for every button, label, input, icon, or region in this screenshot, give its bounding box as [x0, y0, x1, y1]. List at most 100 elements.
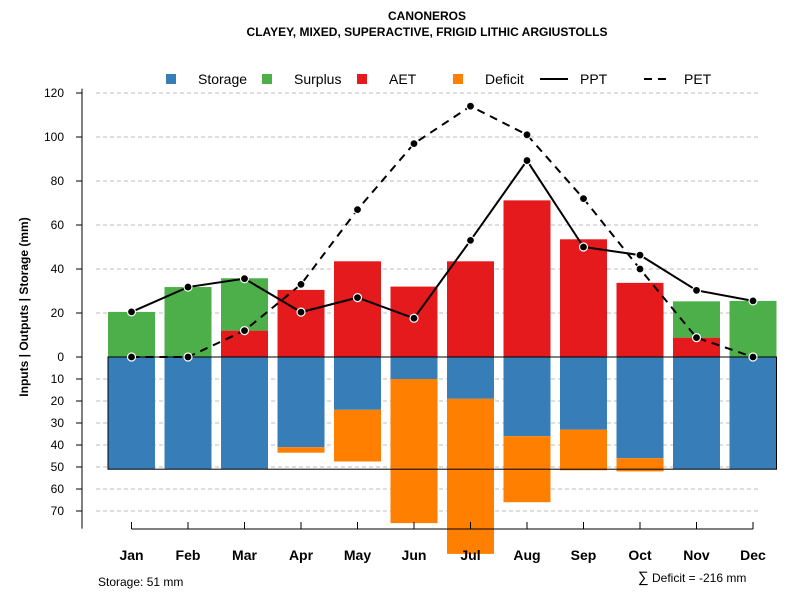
pet-line	[131, 105, 754, 358]
deficit-bar	[390, 379, 438, 524]
x-tick-label: Aug	[513, 547, 540, 563]
pet-point	[409, 139, 419, 149]
storage-bar	[447, 357, 494, 399]
bars	[107, 200, 777, 554]
y-axis-label: Inputs | Outputs | Storage (mm)	[17, 217, 31, 396]
y-tick-label: 0	[57, 350, 64, 364]
y-tick-label: 60	[51, 482, 65, 496]
y-tick-label: 80	[51, 174, 65, 188]
pet-point	[748, 352, 758, 362]
legend-swatch-deficit	[453, 74, 463, 84]
legend-swatch-aet	[357, 74, 367, 84]
legend: Storage Surplus AET Deficit PPT PET	[166, 71, 712, 87]
storage-bar	[729, 357, 777, 470]
surplus-bar	[729, 300, 777, 357]
y-tick-label: 20	[51, 306, 65, 320]
x-tick-label: Dec	[740, 547, 766, 563]
aet-bar	[673, 337, 720, 357]
legend-label: Surplus	[294, 71, 341, 87]
deficit-footer: Deficit = -216 mm	[652, 571, 746, 585]
y-tick-label: 50	[51, 460, 65, 474]
ppt-point	[635, 250, 645, 260]
surplus-bar	[108, 311, 155, 357]
pet-point	[296, 279, 306, 289]
pet-point	[126, 352, 137, 362]
y-axis: 120 100 80 60 40 20 0 10 20 30 40 50 60 70	[44, 86, 83, 529]
x-tick-label: Jun	[402, 547, 427, 563]
y-tick-label: 20	[51, 394, 65, 408]
legend-label: PET	[684, 71, 712, 87]
aet-bar	[447, 261, 494, 357]
sum-symbol: ∑	[638, 569, 649, 586]
x-tick-label: Oct	[628, 547, 652, 563]
aet-bar	[277, 289, 325, 357]
ppt-point	[578, 242, 589, 252]
storage-bar	[164, 357, 212, 470]
storage-bar	[277, 357, 325, 448]
storage-bar	[221, 357, 268, 470]
aet-bar	[503, 200, 551, 357]
series-lines	[126, 101, 758, 362]
pet-point	[352, 205, 363, 215]
x-tick-label: Feb	[176, 547, 201, 563]
x-tick-label: Jan	[119, 547, 143, 563]
legend-label: Storage	[198, 71, 247, 87]
pet-point	[239, 326, 250, 336]
ppt-point	[748, 296, 758, 306]
storage-bar	[560, 357, 607, 430]
deficit-bar	[616, 458, 664, 472]
x-tick-label: Mar	[232, 547, 257, 563]
ppt-point	[465, 235, 476, 245]
aet-bar	[334, 261, 381, 357]
ppt-line	[131, 158, 754, 320]
ppt-point	[126, 307, 137, 317]
y-tick-label: 120	[44, 86, 64, 100]
ppt-point	[691, 285, 702, 295]
x-tick-label: Apr	[289, 547, 314, 563]
surplus-bar	[673, 301, 720, 338]
pet-point	[465, 101, 476, 111]
ppt-point	[409, 313, 419, 323]
y-tick-label: 70	[51, 504, 65, 518]
surplus-bar	[221, 278, 268, 331]
legend-label: Deficit	[485, 71, 524, 87]
storage-bar	[108, 357, 155, 470]
deficit-bar	[334, 409, 381, 462]
x-tick-label: Sep	[571, 547, 597, 563]
legend-label: PPT	[580, 71, 608, 87]
pet-point	[635, 264, 645, 274]
y-tick-label: 100	[44, 130, 64, 144]
storage-bar	[334, 357, 381, 410]
pet-point	[691, 333, 702, 343]
x-tick-label: Jul	[460, 547, 480, 563]
ppt-point	[296, 307, 306, 317]
deficit-bar	[560, 429, 607, 471]
ppt-point	[522, 155, 532, 166]
y-tick-label: 30	[51, 416, 65, 430]
surplus-bar	[164, 287, 212, 357]
deficit-bar	[447, 398, 494, 554]
storage-bar	[673, 357, 720, 470]
ppt-point	[239, 274, 250, 284]
pet-point	[183, 352, 193, 362]
aet-bar	[560, 239, 607, 357]
pet-point	[522, 130, 532, 140]
deficit-bar	[277, 447, 325, 453]
chart-title: CANONEROS	[388, 9, 466, 23]
pet-point	[578, 194, 589, 204]
x-axis: Jan Feb Mar Apr May Jun Jul Aug Sep Oct Nov Dec	[119, 522, 766, 563]
legend-swatch-storage	[166, 74, 176, 84]
x-tick-label: May	[344, 547, 371, 563]
storage-footer: Storage: 51 mm	[98, 575, 183, 589]
chart-subtitle: CLAYEY, MIXED, SUPERACTIVE, FRIGID LITHI…	[247, 25, 608, 39]
y-tick-label: 40	[51, 438, 65, 452]
storage-bar	[503, 357, 551, 437]
ppt-point	[352, 293, 363, 303]
legend-swatch-surplus	[262, 74, 272, 84]
y-tick-label: 10	[51, 372, 65, 386]
ppt-point	[183, 282, 193, 292]
legend-label: AET	[389, 71, 417, 87]
storage-bar	[390, 357, 438, 379]
x-tick-label: Nov	[683, 547, 710, 563]
